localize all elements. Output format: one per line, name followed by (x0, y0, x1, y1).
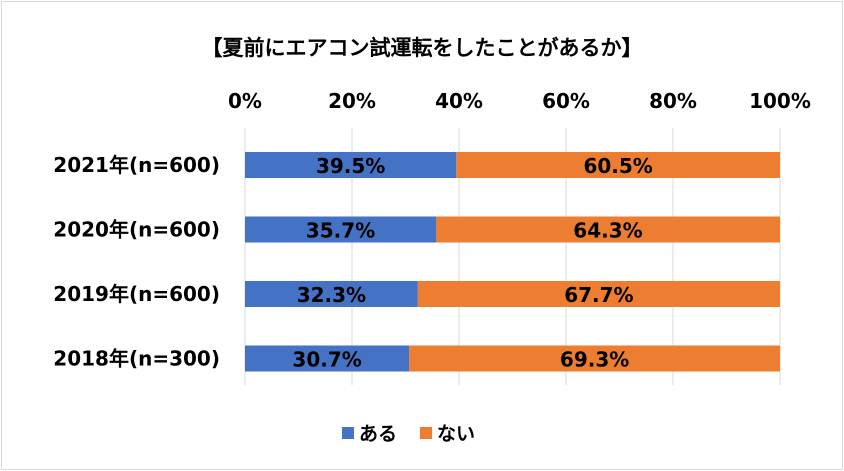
x-axis-ticks: 0% 20% 40% 60% 80% 100% (228, 89, 811, 113)
x-tick-label: 20% (328, 89, 376, 113)
category-label: 2021年(n=600) (53, 153, 220, 177)
category-label: 2019年(n=600) (53, 282, 220, 306)
data-labels: 39.5% 60.5% 35.7% 64.3% 32.3% 67.7% 30.7% 69.3% (292, 154, 652, 372)
category-label: 2020年(n=600) (53, 218, 220, 242)
x-tick-label: 40% (435, 89, 483, 113)
data-label: 67.7% (564, 283, 633, 307)
legend-swatch (420, 427, 432, 439)
bar-segment (245, 281, 418, 307)
x-tick-label: 80% (649, 89, 697, 113)
legend-label: ある (359, 423, 397, 445)
data-label: 39.5% (316, 154, 385, 178)
data-label: 32.3% (297, 283, 366, 307)
bar-segment (245, 345, 410, 372)
data-label: 35.7% (306, 219, 375, 243)
category-labels: 2021年(n=600) 2020年(n=600) 2019年(n=600) 2018… (53, 153, 220, 371)
legend: ある ない (342, 423, 475, 445)
bar-segment (245, 216, 436, 243)
legend-swatch (342, 427, 354, 439)
bar-segment (456, 152, 780, 178)
data-label: 60.5% (583, 154, 652, 178)
data-label: 30.7% (292, 348, 361, 372)
bar-segment (417, 281, 780, 307)
bars (245, 152, 780, 372)
x-tick-label: 60% (542, 89, 590, 113)
x-tick-label: 0% (228, 89, 262, 113)
bar-segment (409, 345, 780, 372)
category-label: 2018年(n=300) (53, 347, 220, 371)
chart-title: 【夏前にエアコン試運転をしたことがあるか】 (202, 36, 643, 60)
bar-segment (435, 216, 780, 243)
legend-label: ない (437, 423, 475, 445)
x-tick-label: 100% (749, 89, 811, 113)
data-label: 64.3% (573, 219, 642, 243)
data-label: 69.3% (560, 348, 629, 372)
bar-segment (245, 152, 457, 178)
